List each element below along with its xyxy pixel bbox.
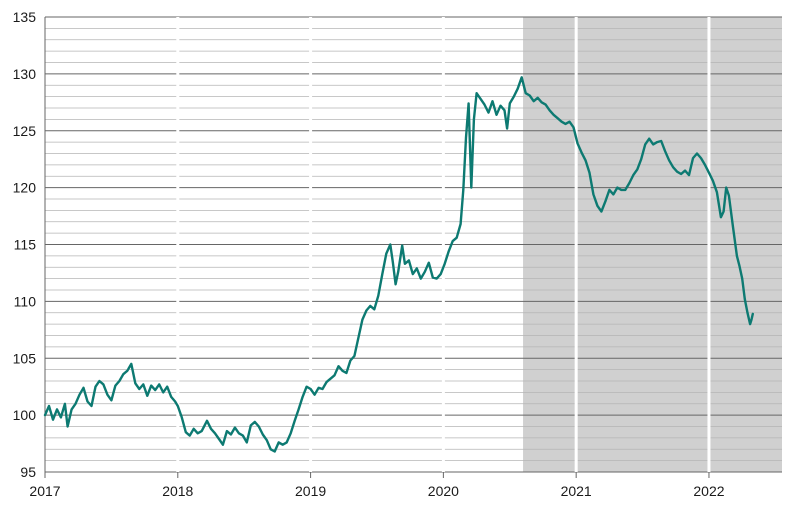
y-axis-tick-labels: 95 100 105 110 115 120 125 130 135 <box>13 9 37 480</box>
y-tick-label: 95 <box>20 464 36 480</box>
x-tick-label: 2020 <box>428 483 459 499</box>
x-tick-label: 2019 <box>295 483 326 499</box>
y-tick-label: 105 <box>13 350 37 366</box>
y-tick-label: 115 <box>14 237 37 253</box>
y-tick-label: 100 <box>13 407 37 423</box>
series-line <box>43 76 754 453</box>
gridlines <box>44 16 782 478</box>
y-tick-label: 130 <box>13 66 37 82</box>
series-layer <box>43 76 754 453</box>
x-tick-label: 2018 <box>162 483 193 499</box>
y-tick-label: 120 <box>13 180 37 196</box>
x-tick-label: 2017 <box>29 483 60 499</box>
y-tick-label: 125 <box>13 123 37 139</box>
y-tick-label: 135 <box>13 9 37 25</box>
x-tick-label: 2021 <box>561 483 592 499</box>
x-axis-tick-labels: 2017 2018 2019 2020 2021 2022 <box>29 483 724 499</box>
x-tick-label: 2022 <box>693 483 724 499</box>
y-tick-label: 110 <box>14 293 37 309</box>
